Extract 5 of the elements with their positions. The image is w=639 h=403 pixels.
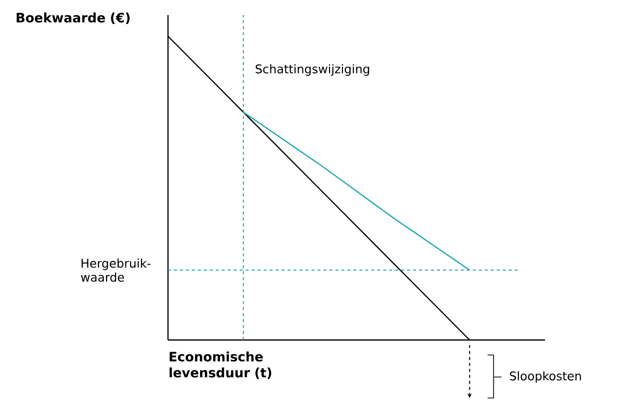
text: Sloopkosten	[510, 371, 581, 383]
annotation: Schattingswijziging	[256, 64, 370, 76]
ref-line-label: Hergebruik- waarde	[80, 258, 151, 282]
y-axis-title: Boekwaarde (€)	[16, 12, 130, 24]
x-axis-title: Economische levensduur (t)	[170, 352, 272, 379]
